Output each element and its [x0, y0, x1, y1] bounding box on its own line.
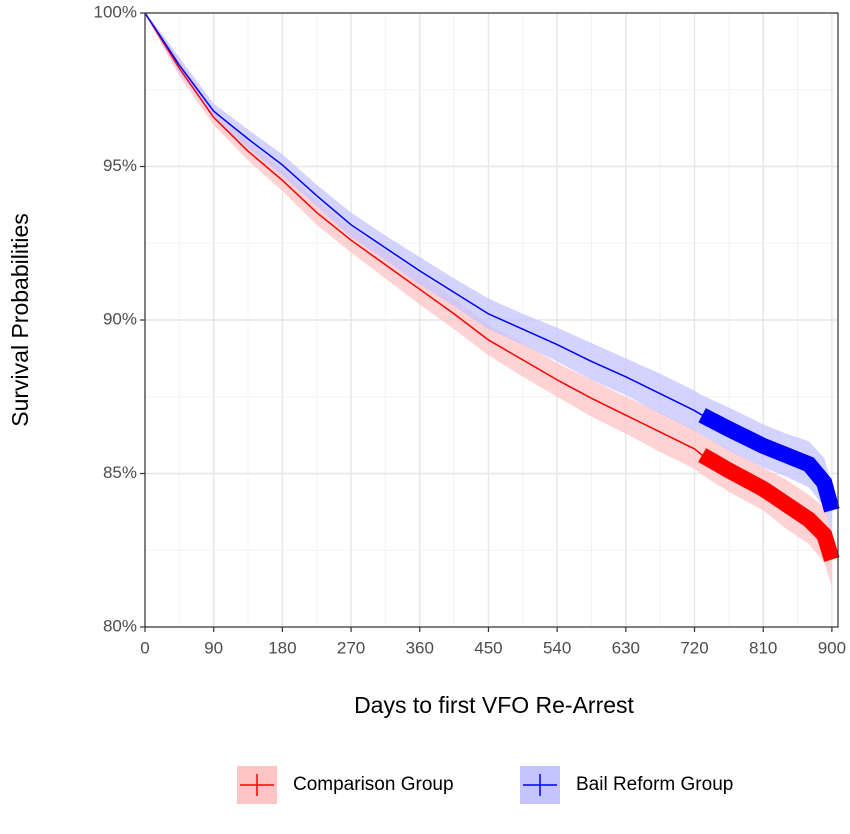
y-axis-title: Survival Probabilities	[7, 213, 33, 426]
x-tick-label: 810	[749, 638, 777, 657]
x-tick-label: 0	[140, 638, 149, 657]
censor-marks	[698, 448, 840, 562]
x-tick-label: 450	[474, 638, 502, 657]
x-tick-label: 270	[337, 638, 365, 657]
legend-label: Comparison Group	[293, 774, 454, 795]
legend-item: Bail Reform Group	[520, 766, 733, 804]
x-tick-label: 180	[268, 638, 296, 657]
x-tick-label: 900	[818, 638, 846, 657]
confidence-band	[145, 13, 832, 588]
y-tick-label: 80%	[103, 616, 137, 635]
x-tick-label: 630	[612, 638, 640, 657]
x-axis-title: Days to first VFO Re-Arrest	[354, 692, 634, 718]
x-tick-label: 360	[406, 638, 434, 657]
legend-label: Bail Reform Group	[576, 774, 733, 795]
legend-item: Comparison Group	[237, 766, 454, 804]
y-tick-label: 85%	[103, 463, 137, 482]
confidence-band	[145, 13, 832, 535]
x-tick-label: 90	[204, 638, 223, 657]
x-tick-label: 720	[680, 638, 708, 657]
y-tick-label: 95%	[103, 156, 137, 175]
y-tick-label: 90%	[103, 309, 137, 328]
censor-marks	[698, 408, 840, 513]
y-tick-label: 100%	[94, 2, 137, 21]
x-tick-label: 540	[543, 638, 571, 657]
